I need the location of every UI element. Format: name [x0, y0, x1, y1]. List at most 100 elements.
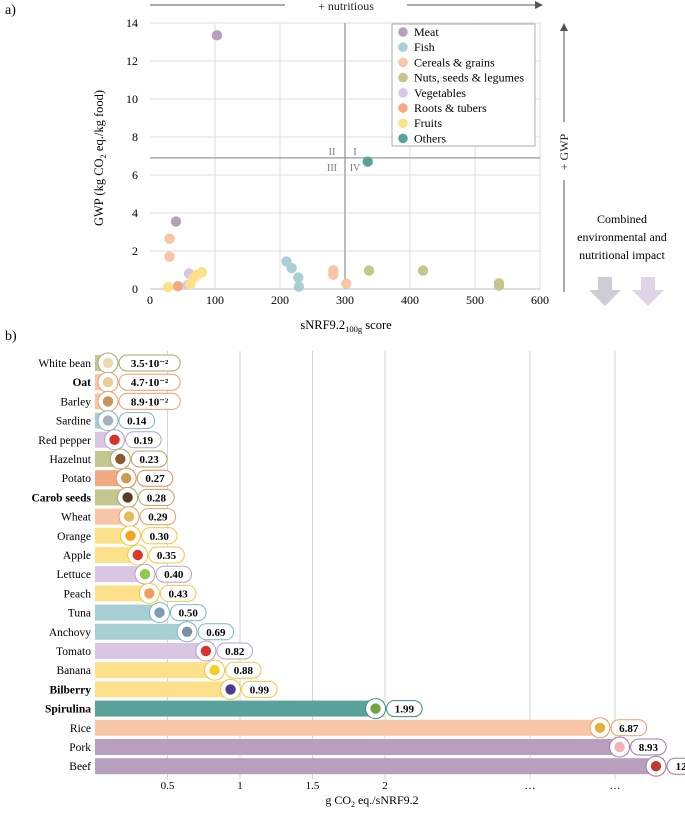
bar-value-label: 0.23: [140, 454, 160, 466]
bar-value-label: 0.29: [148, 512, 168, 524]
bar-pork: [95, 739, 628, 755]
bar-row-potato: Potato 0.27: [62, 467, 174, 489]
combined-impact-note: Combined environmental and nutritional i…: [577, 212, 667, 306]
nutritious-arrow-label: + nutritious: [318, 0, 374, 13]
bar-category-label: Lettuce: [57, 569, 91, 581]
point-nuts-seeds-legumes: [363, 265, 375, 276]
y-tick-label: 10: [126, 92, 138, 106]
bar-x-tick-label: 2: [382, 780, 388, 792]
point-cereals-grains: [164, 251, 175, 262]
bar-value-label: 1.99: [395, 704, 415, 716]
bar-rice: [95, 719, 608, 736]
value-box: [216, 642, 253, 660]
bar-category-label: Potato: [62, 473, 92, 485]
potato-icon: [120, 473, 132, 484]
bar-value-label: 8.9·10⁻²: [131, 396, 169, 408]
value-box: [148, 546, 185, 564]
value-box: [118, 412, 156, 430]
legend-marker-cereals-grains: [398, 57, 408, 68]
bars: White bean 3.5·10⁻² Oat 4.7·10⁻² Barley 8.9·1…: [31, 352, 685, 777]
barley-icon: [102, 396, 114, 407]
peach-icon: [144, 588, 155, 599]
bar-category-label: Pork: [69, 742, 91, 754]
value-box: [141, 527, 178, 545]
beef-icon: [650, 761, 662, 772]
hazelnut-icon: [115, 453, 126, 465]
quadrant-label-III: III: [327, 163, 337, 174]
bar-row-carob-seeds: Carob seeds 0.28: [31, 486, 175, 508]
bar-value-label: 0.69: [206, 627, 226, 639]
bar-row-red-pepper: Red pepper 0.19: [38, 429, 162, 451]
y-tick-label: 4: [132, 206, 138, 220]
quadrant-label-II: II: [329, 147, 336, 158]
value-box: [225, 661, 262, 679]
bean-icon: [102, 357, 114, 369]
value-box: [139, 508, 177, 526]
bar-row-hazelnut: Hazelnut 0.23: [49, 448, 168, 470]
spirulina-icon: [370, 703, 381, 714]
oat-icon: [102, 377, 114, 388]
bar-row-lettuce: Lettuce 0.40: [57, 563, 193, 585]
y-tick-label: 0: [132, 282, 138, 296]
y-tick-label: 8: [132, 130, 138, 144]
value-box: [136, 469, 174, 487]
legend-label-meat: Meat: [414, 25, 439, 39]
bar-category-label: White bean: [38, 358, 91, 370]
value-box: [666, 757, 685, 775]
legend-label-vegetables: Vegetables: [414, 86, 466, 100]
bar-category-label: Peach: [64, 588, 92, 600]
bar-category-label: Beef: [69, 761, 91, 773]
side-note-line: Combined: [597, 212, 647, 226]
bar-value-label: 3.5·10⁻²: [131, 358, 169, 370]
value-box: [630, 738, 667, 756]
bar-x-axis-title: g CO2 eq./sNRF9.2: [325, 793, 418, 809]
side-note-line: nutritional impact: [579, 248, 665, 262]
legend-label-nuts-seeds-legumes: Nuts, seeds & legumes: [414, 71, 524, 85]
bar-value-label: 0.14: [127, 416, 147, 428]
bar-value-label: 8.93: [639, 742, 659, 754]
point-fish: [293, 272, 304, 283]
bar-category-label: Red pepper: [38, 435, 91, 447]
bar-banana: [95, 662, 223, 679]
bar-value-label: 0.40: [164, 569, 184, 581]
bar-category-label: Banana: [57, 665, 91, 677]
legend-label-others: Others: [414, 131, 446, 145]
legend-label-cereals-grains: Cereals & grains: [414, 55, 495, 69]
bar-value-label: 0.82: [225, 646, 245, 658]
value-box: [241, 680, 278, 698]
tomato-icon: [200, 645, 212, 657]
scatter-panel: a) + nutritious + GWP 0 100 200 300 400 500 60…: [5, 0, 667, 334]
bar-row-oat: Oat 4.7·10⁻²: [72, 371, 181, 393]
y-axis-title: GWP (kg CO2 eq./kg food): [92, 90, 108, 226]
bar-panel: b) White bean 3.5·10⁻² Oat 4.7·10⁻² Barley 8.…: [5, 329, 685, 809]
bar-tomato: [95, 643, 214, 659]
bar-value-label: 0.43: [169, 588, 189, 600]
legend-marker-fish: [398, 42, 408, 52]
legend-marker-meat: [398, 27, 408, 37]
y-tick-label: 14: [126, 16, 138, 30]
bar-anchovy: [95, 623, 196, 640]
legend-label-fish: Fish: [414, 40, 435, 54]
rice-icon: [594, 722, 606, 733]
point-others: [362, 156, 373, 167]
bar-row-banana: Banana 0.88: [57, 659, 262, 681]
down-arrow-icon: [632, 277, 664, 306]
point-fish: [293, 281, 305, 292]
value-box: [610, 719, 648, 737]
y-tick-label: 6: [132, 168, 138, 182]
point-cereals-grains: [341, 278, 352, 289]
bar-category-label: Tomato: [56, 646, 91, 658]
bar-row-tomato: Tomato 0.82: [56, 640, 253, 662]
bar-row-pork: Pork 8.93: [69, 736, 667, 758]
value-box: [159, 584, 197, 602]
point-cereals-grains: [328, 269, 339, 280]
bar-row-white-bean: White bean 3.5·10⁻²: [38, 352, 181, 374]
bar-row-barley: Barley 8.9·10⁻²: [60, 390, 181, 412]
bar-value-label: 0.27: [145, 473, 165, 485]
panel-label-a: a): [5, 3, 16, 18]
bar-value-label: 0.35: [157, 550, 177, 562]
x-tick-label: 300: [336, 293, 354, 307]
bar-category-label: Carob seeds: [31, 492, 91, 504]
